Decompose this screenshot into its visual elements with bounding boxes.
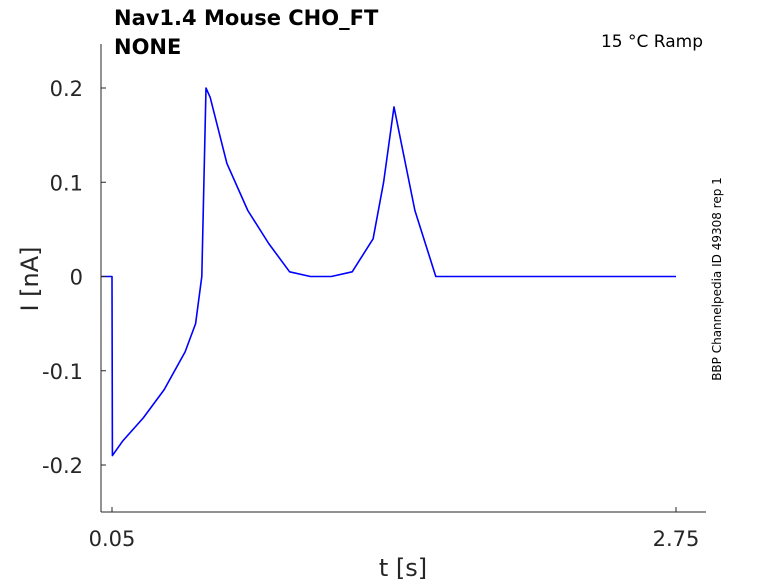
y-tick-label: 0 — [70, 266, 83, 290]
x-tick-label: 2.75 — [653, 527, 700, 551]
y-axis-label: I [nA] — [16, 246, 44, 311]
y-tick-label: 0.1 — [50, 171, 83, 195]
x-axis-label: t [s] — [379, 554, 427, 582]
chart-title-line2: NONE — [114, 35, 181, 59]
plot-area — [101, 87, 676, 457]
x-tick-label: 0.05 — [89, 527, 136, 551]
y-tick-group: 0.2 0.1 0 -0.1 -0.2 — [42, 77, 106, 478]
y-tick-label: 0.2 — [50, 77, 83, 101]
condition-label: 15 °C Ramp — [601, 32, 703, 52]
current-trace-line — [101, 87, 676, 457]
side-id-label: BBP Channelpedia ID 49308 rep 1 — [710, 177, 724, 381]
x-tick-group: 0.05 2.75 — [89, 507, 700, 551]
y-tick-label: -0.2 — [42, 454, 83, 478]
y-tick-label: -0.1 — [42, 360, 83, 384]
chart-title-line1: Nav1.4 Mouse CHO_FT — [114, 6, 379, 30]
